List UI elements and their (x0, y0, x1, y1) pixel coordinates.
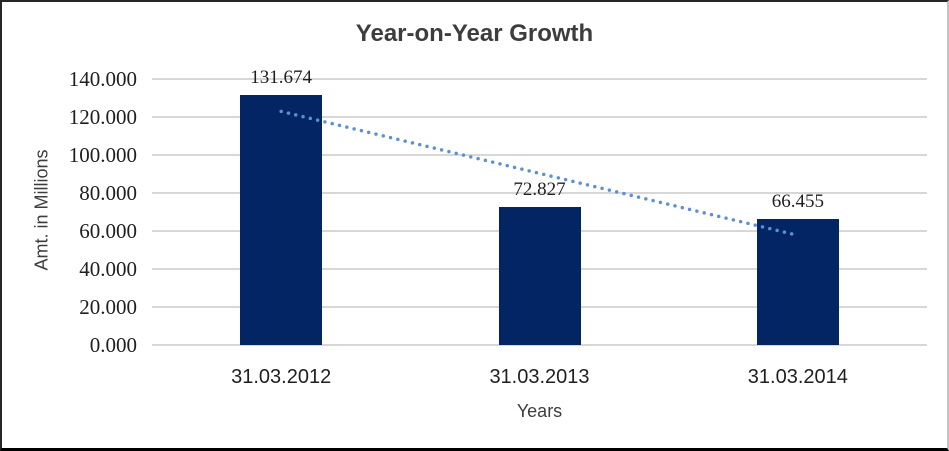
x-tick-label: 31.03.2013 (489, 366, 590, 388)
plot-area: 131.674 72.827 66.455 (152, 67, 927, 346)
bar-value-label: 66.455 (771, 190, 824, 212)
gridline (152, 78, 927, 80)
bar (240, 94, 323, 345)
gridline (152, 154, 927, 156)
gridline (152, 116, 927, 118)
trendline (279, 109, 800, 238)
bar-value-label: 131.674 (250, 66, 313, 88)
y-tick-label: 120.000 (68, 105, 137, 129)
y-tick-label: 40.000 (79, 257, 137, 281)
bar (498, 206, 581, 345)
y-tick-label: 0.000 (89, 333, 137, 357)
x-axis-title: Years (516, 401, 563, 421)
y-tick-label: 140.000 (68, 67, 137, 91)
bar-value-label: 72.827 (513, 178, 566, 200)
y-tick-label: 20.000 (79, 295, 137, 319)
x-tick-label: 31.03.2014 (747, 366, 848, 388)
y-tick-label: 100.000 (68, 143, 137, 167)
y-tick-label: 60.000 (79, 219, 137, 243)
x-tick-label: 31.03.2012 (231, 366, 332, 388)
gridline (152, 192, 927, 194)
y-tick-label: 80.000 (79, 181, 137, 205)
chart-title: Year-on-Year Growth (355, 20, 594, 47)
y-axis-title: Amt. in Millions (31, 149, 52, 271)
bar (756, 218, 839, 345)
gridline (152, 344, 927, 346)
